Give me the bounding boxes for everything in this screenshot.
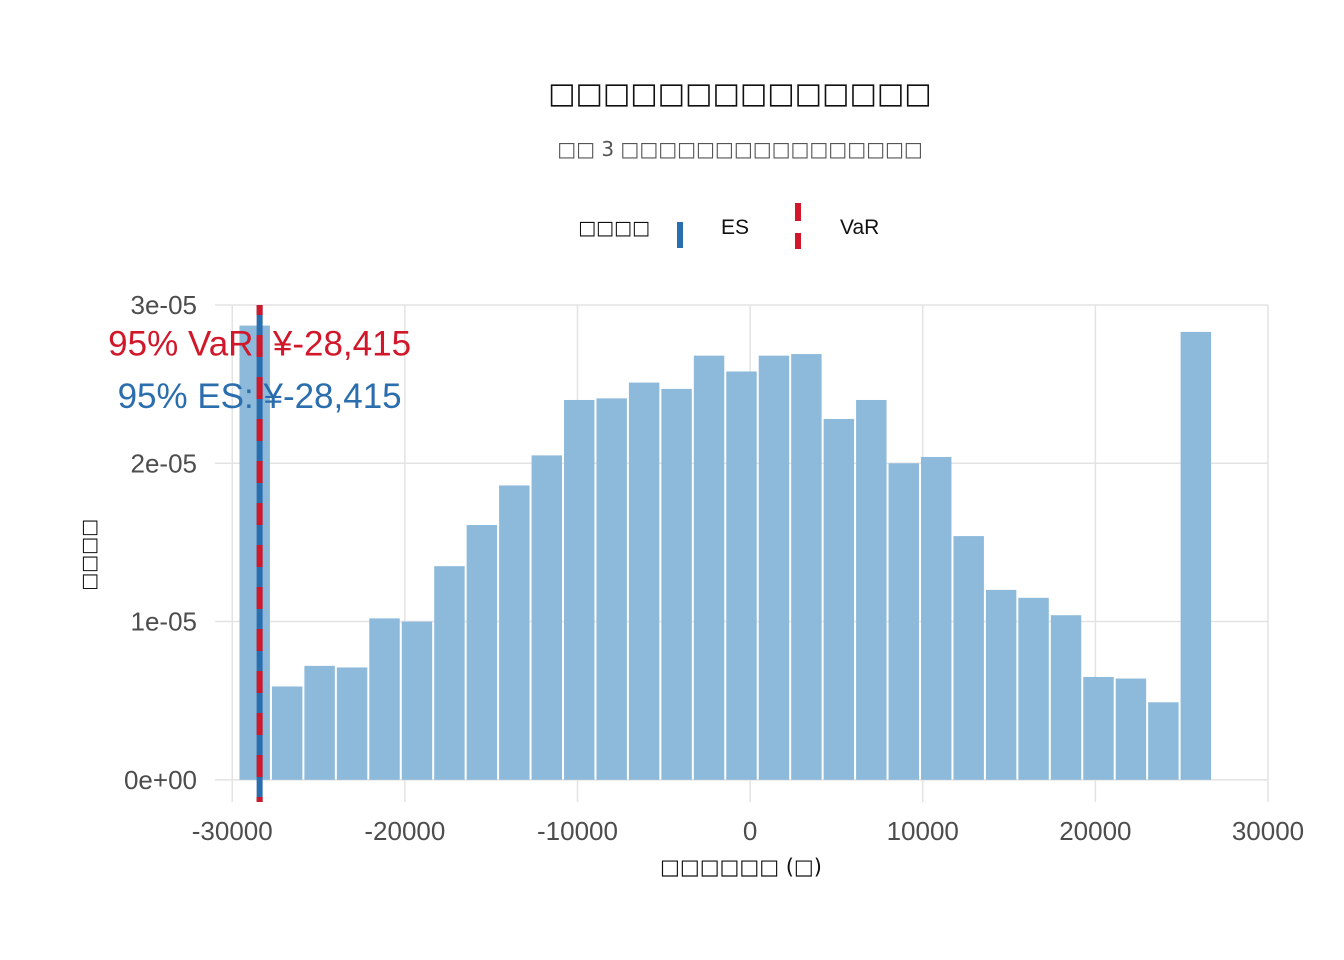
y-tick-label: 2e-05 [131,448,198,478]
histogram-bar [336,667,368,780]
x-tick-label: 0 [743,816,757,846]
x-tick-label: 10000 [887,816,959,846]
histogram-bar [1050,615,1082,780]
histogram-bar [1083,676,1114,780]
annotation-layer: 95% VaR: ¥-28,415 95% ES: ¥-28,415 [108,325,411,416]
histogram-bar [823,418,855,780]
x-tick-label: -20000 [364,816,445,846]
histogram-bar [401,621,433,780]
x-tick-label: 20000 [1059,816,1131,846]
histogram-bar [953,536,984,780]
var-annotation: 95% VaR: ¥-28,415 [108,325,411,364]
bar-layer [239,325,1212,780]
histogram-bar [564,399,595,780]
histogram-bar [985,589,1017,780]
histogram-bar [920,456,952,780]
legend: □□□□ ES VaR [578,203,879,249]
histogram-bar [628,382,660,780]
x-axis-title: □□□□□□ (□) [660,855,822,879]
histogram-bar [856,399,887,780]
x-tick-label: 30000 [1232,816,1304,846]
histogram-bar [434,566,465,780]
histogram-bar [304,665,335,780]
chart-subtitle: □□ 3 □□□□□□□□□□□□□□□□ [557,137,923,161]
histogram-bar [239,325,270,780]
histogram-bar [661,388,692,780]
histogram-bar [693,355,725,780]
histogram-bar [1148,702,1179,780]
histogram-bar [531,455,563,780]
legend-key-es: ES [677,216,749,248]
legend-title: □□□□ [578,217,650,239]
y-tick-label: 3e-05 [131,290,198,320]
x-tick-label: -30000 [192,816,273,846]
histogram-bar [1018,597,1049,780]
histogram-bar [758,355,790,780]
histogram-bar [1115,678,1147,780]
histogram-bar [888,463,919,780]
chart-title: □□□□□□□□□□□□□□ [548,76,932,110]
histogram-bar [726,371,757,780]
es-annotation: 95% ES: ¥-28,415 [118,377,402,416]
histogram-bar [499,485,530,780]
histogram-bar [466,525,498,780]
y-tick-label: 1e-05 [131,607,198,637]
legend-key-var: VaR [795,203,879,249]
legend-es-label: ES [721,216,749,239]
y-tick-label: 0e+00 [124,765,197,795]
histogram-bar [271,686,303,780]
histogram-bar [369,618,400,780]
y-axis-title: □□□□ [78,519,100,591]
histogram-bar [791,354,822,780]
legend-var-label: VaR [840,216,879,239]
axis-layer: -30000 -20000 -10000 0 10000 20000 30000 0e+00 1… [124,290,1304,846]
histogram-bar [1180,331,1212,780]
histogram-bar [596,398,627,780]
x-tick-label: -10000 [537,816,618,846]
